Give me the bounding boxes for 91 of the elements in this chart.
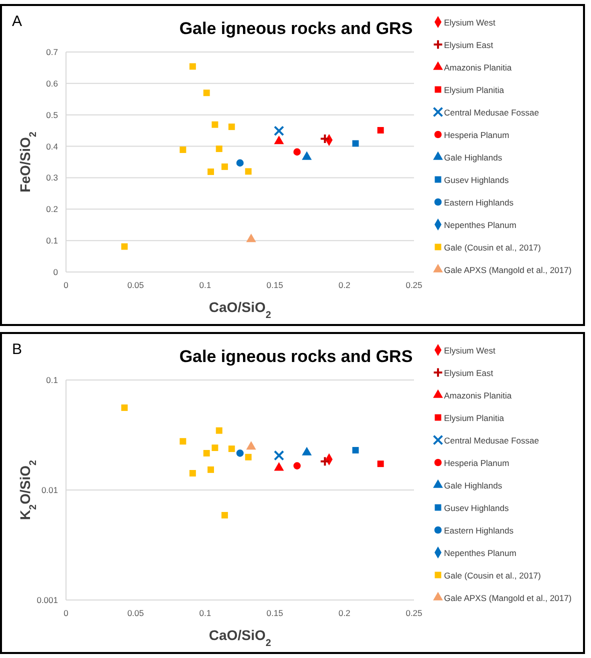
legend-label: Gale Highlands: [444, 152, 502, 162]
point: [246, 441, 256, 450]
point: [274, 450, 284, 461]
y-tick-label: 0.6: [46, 78, 58, 88]
x-tick-label: 0.2: [338, 608, 351, 618]
legend-label: Nepenthes Planum: [444, 548, 516, 558]
y-tick-label: 0.01: [41, 485, 58, 495]
x-axis-title: CaO/SiO$_{2}$: [208, 299, 272, 320]
x-tick-label: 0.15: [266, 280, 284, 290]
text: A: [12, 13, 22, 30]
point: [302, 446, 312, 456]
point: [302, 151, 312, 160]
x-tick-label: 0.05: [127, 608, 144, 618]
legend-label: Elysium East: [444, 368, 494, 378]
point: [245, 454, 252, 460]
point: [377, 460, 384, 468]
point: [121, 243, 128, 250]
x-tick-label: 0.05: [127, 280, 144, 290]
y-tick-label: 0.1: [46, 375, 58, 385]
point: [246, 234, 256, 242]
legend-label: Gale Highlands: [444, 480, 502, 490]
point: [221, 163, 228, 170]
y-tick-label: 0.4: [46, 141, 58, 152]
point: [189, 63, 196, 70]
text: B: [12, 341, 22, 358]
x-axis-title: CaO/SiO$_{2}$: [208, 627, 272, 648]
point: [208, 168, 214, 175]
point: [293, 462, 301, 470]
point: [352, 446, 359, 454]
point: [212, 444, 218, 452]
legend-label: Gale APXS (Mangold et al., 2017): [444, 593, 572, 603]
legend-label: Elysium Planitia: [444, 413, 504, 423]
legend-label: Gusev Highlands: [444, 175, 509, 185]
point: [228, 446, 235, 452]
legend-label: Central Medusae Fossae: [444, 108, 540, 118]
point: [274, 126, 284, 136]
point: [203, 450, 210, 456]
y-tick-label: 0.3: [46, 172, 58, 183]
legend-label: Gale (Cousin et al., 2017): [444, 570, 542, 580]
point: [221, 512, 228, 518]
point: [180, 438, 186, 445]
point: [293, 148, 301, 156]
chart-title: Gale igneous rocks and GRS: [179, 347, 413, 366]
point: [216, 146, 222, 152]
point: [236, 159, 244, 167]
y-tick-label: 0.001: [36, 595, 58, 605]
x-tick-label: 0.2: [338, 280, 351, 290]
y-tick-label: 0.1: [46, 236, 58, 246]
point: [228, 124, 235, 130]
point: [320, 134, 330, 144]
legend-label: Central Medusae Fossae: [444, 436, 540, 446]
legend-label: Amazonis Planitia: [444, 62, 512, 72]
legend-label: Eastern Highlands: [444, 198, 514, 208]
point: [180, 146, 186, 153]
x-tick-label: 0.15: [266, 608, 284, 618]
point: [189, 470, 196, 476]
point: [320, 456, 330, 467]
point: [274, 462, 284, 471]
legend-label: Elysium East: [444, 40, 494, 50]
point: [212, 121, 218, 128]
y-tick-label: 0.2: [46, 204, 58, 214]
legend-label: Gusev Highlands: [444, 503, 509, 513]
legend-label: Hesperia Planum: [444, 130, 510, 140]
chart-title: Gale igneous rocks and GRS: [179, 19, 413, 38]
point: [245, 168, 252, 175]
point: [274, 136, 284, 144]
point: [216, 427, 222, 434]
legend-label: Elysium West: [444, 346, 496, 356]
legend-label: Hesperia Planum: [444, 458, 510, 468]
y-tick-label: 0.5: [46, 110, 58, 120]
y-tick-label: 0.7: [46, 47, 58, 57]
legend-label: Eastern Highlands: [444, 526, 514, 536]
legend-label: Amazonis Planitia: [444, 390, 512, 400]
point: [236, 450, 244, 457]
x-tick-label: 0.25: [406, 280, 423, 290]
legend-label: Elysium Planitia: [444, 85, 504, 95]
y-tick-label: 0: [53, 267, 58, 277]
point: [121, 404, 128, 411]
x-tick-label: 0.1: [199, 608, 212, 618]
point: [352, 140, 359, 147]
x-tick-label: 0: [64, 280, 69, 290]
legend-label: Gale APXS (Mangold et al., 2017): [444, 265, 572, 275]
point: [208, 466, 214, 473]
x-tick-label: 0: [64, 608, 69, 618]
point: [377, 127, 384, 134]
legend-label: Elysium West: [444, 18, 496, 28]
legend-label: Nepenthes Planum: [444, 220, 516, 230]
point: [203, 90, 210, 96]
legend-label: Gale (Cousin et al., 2017): [444, 242, 542, 252]
x-tick-label: 0.25: [406, 608, 423, 618]
x-tick-label: 0.1: [199, 280, 212, 290]
